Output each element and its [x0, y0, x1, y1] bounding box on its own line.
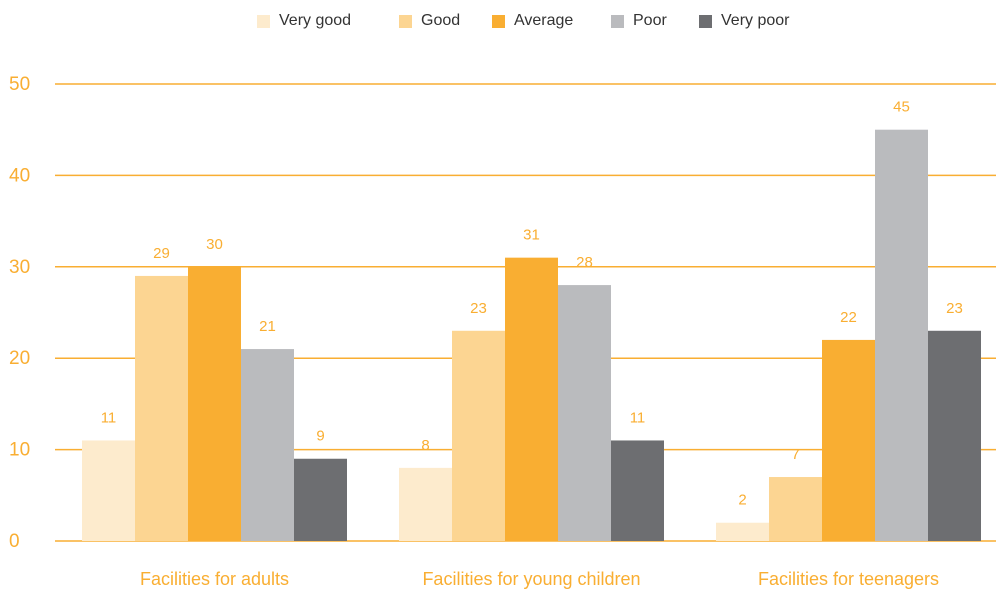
data-label: 22 — [840, 309, 857, 326]
bar — [135, 275, 188, 541]
bar — [875, 129, 928, 541]
legend-swatch-poor — [611, 14, 624, 28]
legend-label-average: Average — [514, 12, 574, 29]
bar — [716, 522, 769, 541]
data-label: 23 — [470, 300, 487, 317]
legend-item-good: Good — [399, 12, 460, 30]
legend-label-very-poor: Very poor — [721, 12, 790, 29]
bar — [294, 458, 347, 541]
data-label: 29 — [153, 245, 170, 262]
legend-swatch-very-poor — [699, 14, 712, 28]
data-label: 9 — [316, 428, 324, 445]
legend-swatch-average — [492, 14, 505, 28]
bar — [505, 257, 558, 541]
data-label: 30 — [206, 236, 223, 253]
x-category-label: Facilities for adults — [140, 569, 289, 589]
data-label: 2 — [738, 492, 746, 509]
x-category-label: Facilities for teenagers — [758, 569, 939, 589]
y-tick-label: 30 — [9, 257, 30, 278]
bar — [241, 349, 294, 541]
bar — [452, 330, 505, 541]
data-label: 23 — [946, 300, 963, 317]
data-label: 28 — [576, 254, 593, 271]
data-label: 11 — [630, 409, 646, 426]
legend-item-average: Average — [492, 12, 573, 30]
y-tick-label: 20 — [9, 348, 30, 369]
bar — [611, 440, 664, 541]
y-tick-label: 10 — [9, 440, 30, 461]
legend-swatch-very-good — [257, 14, 270, 28]
y-tick-label: 0 — [9, 531, 20, 552]
bar — [399, 467, 452, 541]
data-label: 8 — [421, 437, 429, 454]
y-tick-label: 50 — [9, 74, 30, 95]
x-category-label: Facilities for young children — [422, 569, 640, 589]
legend-label-very-good: Very good — [279, 12, 352, 29]
bar — [558, 285, 611, 541]
bar — [769, 477, 822, 541]
data-label: 45 — [893, 99, 910, 116]
bar — [188, 266, 241, 541]
data-label: 11 — [101, 409, 117, 426]
bar — [928, 330, 981, 541]
legend-label-poor: Poor — [633, 12, 667, 29]
chart-legend: Very good Good Average Poor Very poor — [0, 12, 996, 34]
data-label: 7 — [791, 446, 799, 463]
legend-swatch-good — [399, 14, 412, 28]
legend-label-good: Good — [421, 12, 461, 29]
legend-item-very-good: Very good — [257, 12, 351, 30]
bar — [822, 339, 875, 541]
data-label: 31 — [523, 227, 540, 244]
legend-item-poor: Poor — [611, 12, 667, 30]
legend-item-very-poor: Very poor — [699, 12, 789, 30]
data-label: 21 — [259, 318, 276, 335]
y-tick-label: 40 — [9, 165, 30, 186]
bar — [82, 440, 135, 541]
